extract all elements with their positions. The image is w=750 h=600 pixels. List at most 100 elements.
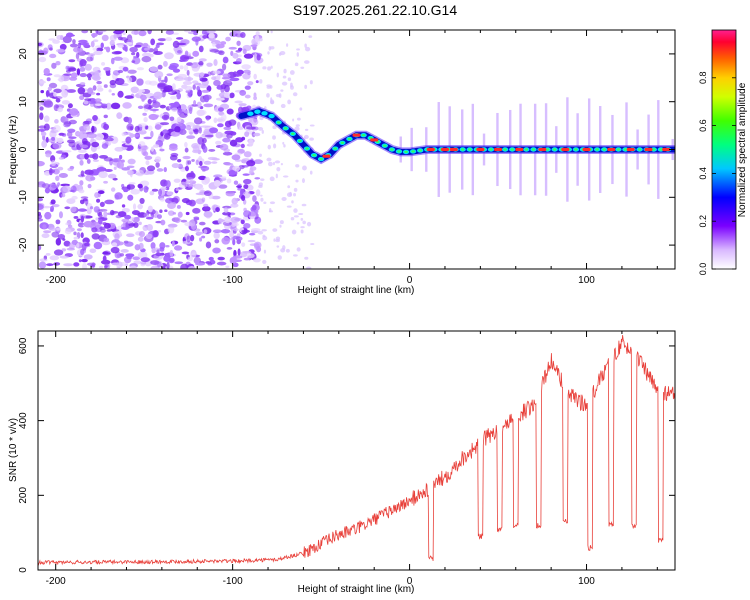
spectrogram-noise-blob xyxy=(47,86,53,92)
spectrogram-noise-blob xyxy=(103,180,108,184)
spectrogram-noise-blob xyxy=(159,246,165,252)
spectrogram-noise-blob xyxy=(96,80,102,85)
spectrogram-noise-blob xyxy=(114,192,123,200)
spectrogram-noise-blob xyxy=(164,52,174,60)
spectrogram-noise-blob xyxy=(165,30,174,35)
spectrogram-noise-blob xyxy=(101,61,106,66)
spectrogram-noise-blob xyxy=(128,223,136,227)
spectrogram-noise-blob xyxy=(45,153,51,158)
x-tick-label: -100 xyxy=(223,275,243,286)
spectrogram-noise-blob xyxy=(88,154,96,159)
spectrogram-sparse-blob xyxy=(269,99,275,105)
spectrogram-noise-blob xyxy=(142,151,149,157)
spectrogram-noise-blob xyxy=(240,143,245,149)
spectrogram-noise-blob xyxy=(134,125,140,132)
spectrogram-noise-blob xyxy=(205,115,210,121)
spectrogram-noise-blob xyxy=(223,92,232,99)
spectrogram-noise-blob xyxy=(120,249,129,253)
spectrogram-noise-blob xyxy=(103,114,108,119)
spectrogram-noise-blob xyxy=(49,168,53,176)
spectrogram-x-ticks: -200 -100 0 100 xyxy=(46,30,658,286)
ridge-green-blob xyxy=(397,150,401,153)
spectrogram-noise-blob xyxy=(241,242,246,247)
spectrogram-noise-blob xyxy=(180,168,186,172)
spectrogram-noise-blob xyxy=(49,255,60,261)
spectrogram-noise-blob xyxy=(78,208,87,212)
ridge-peak xyxy=(538,147,547,152)
spectrogram-noise-blob xyxy=(181,251,190,255)
spectrogram-sparse-blob xyxy=(258,185,263,189)
spectrogram-noise-blob xyxy=(221,176,227,179)
spectrogram-noise-blob xyxy=(116,112,123,120)
spectrogram-noise-blob xyxy=(123,188,129,193)
spectrogram-noise-blob xyxy=(125,142,133,146)
spectrogram-noise-blob xyxy=(111,262,120,266)
spectrogram-noise-blob xyxy=(79,72,87,78)
spectrogram-noise-blob xyxy=(209,48,220,53)
spectrogram-noise-blob xyxy=(133,55,138,59)
spectrogram-noise-blob xyxy=(127,158,136,165)
spectrogram-noise-blob xyxy=(52,168,60,175)
spectrogram-noise-blob xyxy=(140,257,151,263)
spectrogram-noise-blob xyxy=(176,42,187,46)
spectrogram-noise-blob xyxy=(148,113,159,121)
spectrogram-sparse-blob xyxy=(260,197,264,202)
spectrogram-sparse-blob xyxy=(296,222,300,225)
spectrogram-noise-blob xyxy=(81,30,89,34)
spectrogram-noise-blob xyxy=(137,183,143,189)
spectrogram-noise-blob xyxy=(153,50,163,55)
spectrogram-noise-blob xyxy=(38,128,46,132)
spectrogram-noise-blob xyxy=(152,230,159,238)
spectrogram-noise-blob xyxy=(117,90,124,98)
spectrogram-noise-blob xyxy=(204,134,214,138)
spectrogram-noise-blob xyxy=(240,32,246,39)
spectrogram-noise-blob xyxy=(195,262,206,266)
spectrogram-noise-blob xyxy=(60,193,66,198)
spectrogram-noise-blob xyxy=(164,209,168,213)
spectrogram-noise-blob xyxy=(38,100,42,107)
spectrogram-noise-blob xyxy=(55,219,61,225)
spectrogram-noise-blob xyxy=(147,98,152,105)
spectrogram-noise-blob xyxy=(89,206,94,210)
spectrogram-sparse-blob xyxy=(287,185,291,189)
x-tick-label: -200 xyxy=(46,576,66,587)
spectrogram-sparse-blob xyxy=(304,84,308,89)
ridge-peak xyxy=(322,154,331,158)
spectrogram-noise-blob xyxy=(255,189,261,197)
spectrogram-noise-blob xyxy=(83,100,89,105)
spectrogram-sparse-blob xyxy=(296,247,301,252)
spectrogram-noise-blob xyxy=(89,248,97,254)
spectrogram-noise-blob xyxy=(235,236,243,241)
spectrogram-noise-blob xyxy=(174,126,181,133)
spectrogram-sparse-blob xyxy=(309,137,314,141)
spectrogram-noise-blob xyxy=(101,34,109,42)
spectrogram-noise-blob xyxy=(175,78,185,81)
spectrogram-noise-blob xyxy=(110,246,120,254)
spectrogram-noise-blob xyxy=(141,52,152,58)
spectrogram-noise-blob xyxy=(39,112,44,120)
spectrogram-noise-blob xyxy=(96,85,102,89)
spectrogram-noise-blob xyxy=(125,41,133,45)
ridge-green-blob xyxy=(659,148,663,151)
spectrogram-noise-blob xyxy=(61,100,70,105)
spectrogram-noise-blob xyxy=(117,211,127,218)
spectrogram-noise-blob xyxy=(203,229,208,234)
spectrogram-noise-blob xyxy=(93,50,103,56)
spectrogram-x-label: Height of straight line (km) xyxy=(298,285,415,296)
spectrogram-noise-blob xyxy=(177,49,182,54)
spectrogram-noise-blob xyxy=(144,104,154,110)
spectrogram-noise-blob xyxy=(203,103,214,108)
spectrogram-noise-blob xyxy=(112,177,118,181)
spectrogram-noise-blob xyxy=(111,51,122,55)
spectrogram-noise-blob xyxy=(135,216,140,220)
spectrogram-noise-blob xyxy=(90,91,96,95)
spectrogram-noise-blob xyxy=(124,95,134,99)
spectrogram-noise-blob xyxy=(169,154,178,161)
spectrogram-noise-blob xyxy=(203,128,210,136)
spectrogram-noise-blob xyxy=(81,243,87,251)
ridge-peak xyxy=(626,147,635,152)
ridge-green-blob xyxy=(383,144,387,147)
spectrogram-sparse-blob xyxy=(285,248,290,253)
spectrogram-sparse-blob xyxy=(294,126,300,131)
